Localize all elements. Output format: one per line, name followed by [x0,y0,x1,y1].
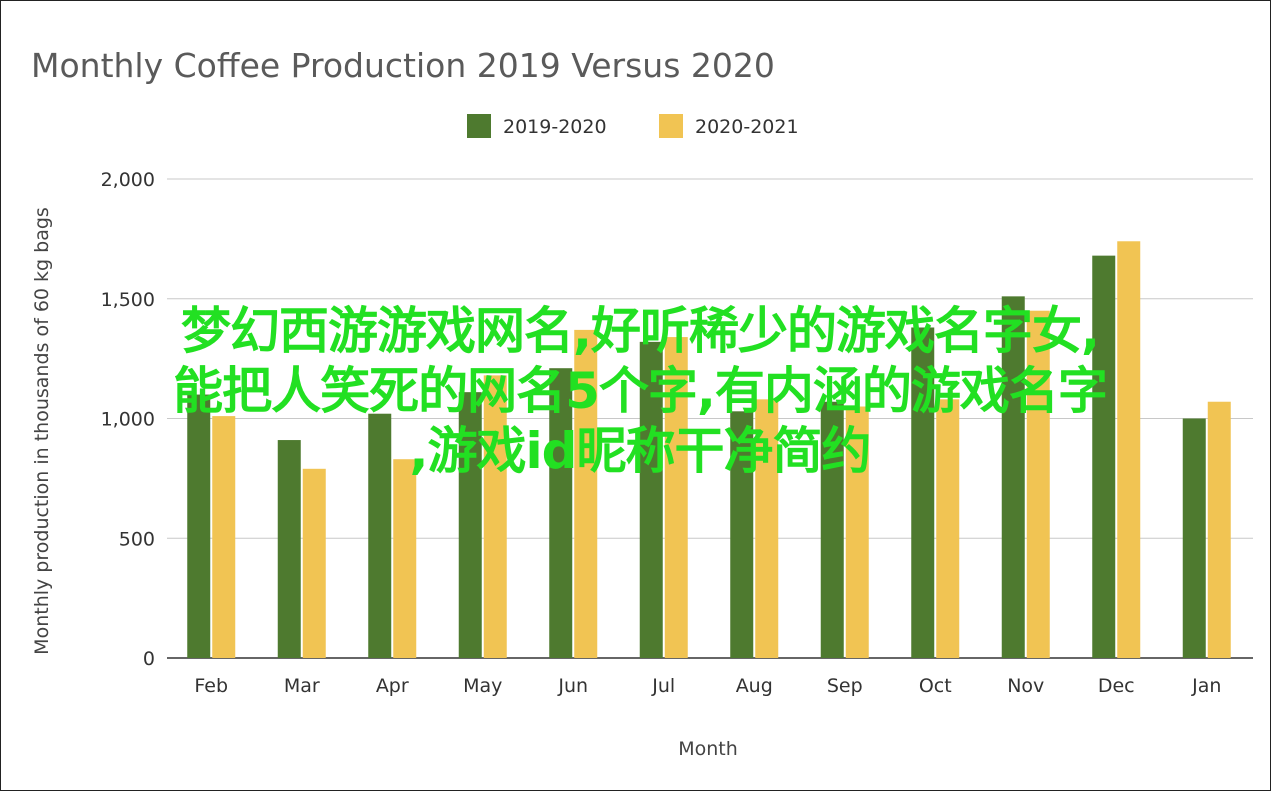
overlay-line-2: 能把人笑死的网名5个字,有内涵的游戏名字 [173,362,1108,420]
x-tick-label: Nov [1007,675,1044,697]
x-axis-title: Month [678,738,738,760]
legend-label: 2020-2021 [695,116,799,138]
legend-swatch [659,114,683,138]
bar-2020-2021-Feb [212,416,236,658]
bars [187,241,1231,658]
x-tick-label: May [463,675,502,697]
gridlines [167,178,1253,659]
x-tick-label: Aug [736,675,773,697]
legend: 2019-2020 2020-2021 [467,114,799,138]
y-tick-label: 0 [143,648,155,670]
legend-swatch [467,114,491,138]
y-axis-title: Monthly production in thousands of 60 kg… [31,207,53,655]
legend-label: 2019-2020 [503,116,607,138]
x-tick-label: Jun [557,675,588,697]
y-tick-labels: 0 500 1,000 1,500 2,000 [101,169,155,670]
y-tick-label: 1,000 [101,409,155,431]
bar-2019-2020-Nov [1001,296,1025,658]
bar-2020-2021-May [483,375,507,658]
bar-2020-2021-Jul [664,337,688,658]
bar-2019-2020-Feb [187,394,211,658]
bar-2020-2021-Jan [1207,401,1231,658]
bar-2020-2021-Oct [936,399,960,658]
chart-title: Monthly Coffee Production 2019 Versus 20… [31,46,775,85]
bar-2020-2021-Sep [845,406,869,658]
y-tick-label: 1,500 [101,289,155,311]
bar-2020-2021-Jun [574,329,598,658]
bar-2019-2020-Aug [730,411,754,658]
bar-2019-2020-Apr [368,413,392,658]
bar-2020-2021-Dec [1117,241,1141,658]
x-tick-label: Oct [919,675,952,697]
bar-2019-2020-Jan [1182,418,1206,658]
x-tick-label: Sep [827,675,863,697]
bar-2019-2020-May [458,392,482,658]
x-tick-labels: Feb Mar Apr May Jun Jul Aug Sep Oct Nov Dec Jan [194,675,1221,697]
bar-2019-2020-Dec [1092,255,1116,658]
x-tick-label: Feb [194,675,228,697]
bar-2020-2021-Aug [755,399,779,658]
x-tick-label: Apr [376,675,409,697]
bar-2019-2020-Oct [911,327,935,658]
bar-2020-2021-Mar [302,468,326,658]
x-tick-label: Mar [284,675,320,697]
overlay-caption: 梦幻西游游戏网名,好听稀少的游戏名字女, 能把人笑死的网名5个字,有内涵的游戏名… [15,301,1265,481]
bar-2020-2021-Apr [393,459,417,658]
bar-2019-2020-Jul [639,341,663,658]
bar-2019-2020-Sep [820,401,844,658]
x-tick-label: Dec [1098,675,1135,697]
overlay-line-3: ,游戏id昵称干净简约 [409,422,872,480]
y-tick-label: 2,000 [101,169,155,191]
overlay-line-1: 梦幻西游游戏网名,好听稀少的游戏名字女, [181,302,1100,360]
bar-2019-2020-Mar [277,440,301,658]
y-tick-label: 500 [119,528,155,550]
x-tick-label: Jan [1191,675,1221,697]
x-tick-label: Jul [651,675,675,697]
bar-2019-2020-Jun [549,368,573,658]
bar-2020-2021-Nov [1026,310,1050,658]
